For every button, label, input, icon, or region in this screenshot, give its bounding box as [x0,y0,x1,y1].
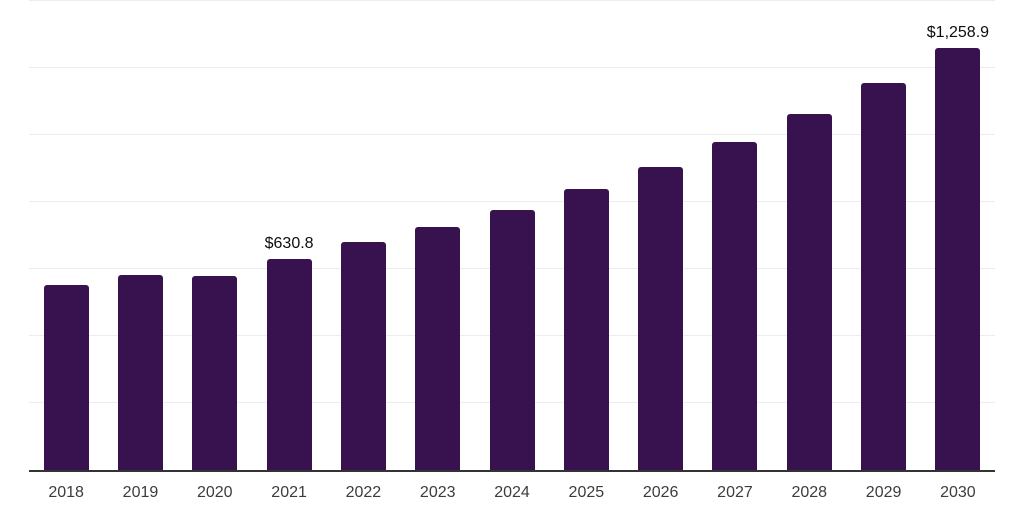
x-tick-label-2030: 2030 [940,484,976,501]
bar-2025 [563,189,609,470]
bar-slot-2020 [178,0,252,470]
x-tick-label-2019: 2019 [122,484,159,501]
bar-2030 [935,48,981,470]
x-tick-label-2020: 2020 [196,484,233,501]
bar-2023 [415,227,461,470]
bar-slot-2029 [846,0,920,470]
gridline-1400 [29,0,995,1]
gridline-1000 [29,134,995,135]
gridline-800 [29,201,995,202]
bar-slot-2024 [475,0,549,470]
x-tick-label-2023: 2023 [419,484,456,501]
bar-2028 [786,114,832,470]
bar-value-label-2030: $1,258.9 [926,24,990,42]
x-tick-label-2022: 2022 [345,484,382,501]
bar-slot-2026 [624,0,698,470]
bar-2019 [117,275,163,470]
bar-2027 [712,142,758,470]
x-tick-label-2018: 2018 [48,484,84,501]
gridline-1200 [29,67,995,68]
x-tick-label-2021: 2021 [271,484,307,501]
plot-area: $630.8 $1,258.9 [29,0,995,472]
x-tick-label-2024: 2024 [494,484,530,501]
bar-2020 [192,275,238,470]
bar-2022 [340,242,386,470]
x-axis: 2018 2019 2020 2021 2022 2023 2024 2025 2026 2027… [29,484,995,502]
bar-slot-2022 [326,0,400,470]
bar-slot-2021: $630.8 [252,0,326,470]
x-tick-label-2027: 2027 [717,484,753,501]
bar-slot-2030: $1,258.9 [921,0,995,470]
bar-2024 [489,210,535,470]
bar-slot-2027 [698,0,772,470]
bar-2021 [266,258,312,470]
bar-2026 [638,167,684,470]
x-tick-label-2025: 2025 [568,484,605,501]
bar-slot-2023 [401,0,475,470]
bar-2029 [861,83,907,470]
bar-value-label-2021: $630.8 [264,234,314,252]
x-tick-label-2026: 2026 [642,484,679,501]
bar-2018 [43,285,89,470]
x-tick-label-2028: 2028 [791,484,828,501]
bar-slot-2019 [103,0,177,470]
x-tick-label-2029: 2029 [865,484,902,501]
bar-slot-2028 [772,0,846,470]
bars-layer: $630.8 $1,258.9 [29,0,995,470]
bar-slot-2018 [29,0,103,470]
bar-slot-2025 [549,0,623,470]
